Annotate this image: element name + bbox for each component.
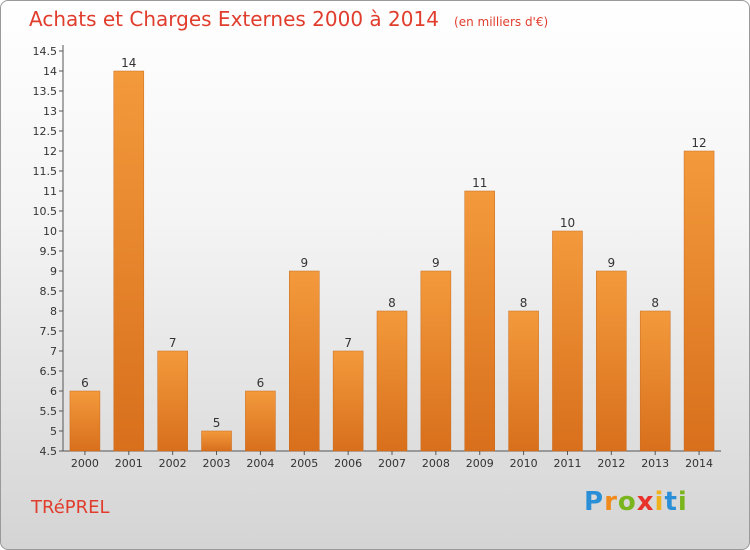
y-tick-label: 8.5 [40,285,58,298]
bar-2002 [157,350,188,452]
chart-title-row: Achats et Charges Externes 2000 à 2014 (… [29,7,548,31]
bar-2013 [639,310,671,452]
bar-2001 [113,70,145,452]
bar-2012 [596,270,627,452]
bar-2008 [420,270,452,452]
y-tick-label: 13.5 [33,85,58,98]
y-tick-label: 6.5 [40,365,58,378]
data-label-2008: 9 [432,256,440,270]
chart-subtitle: (en milliers d'€) [454,15,549,29]
proxiti-logo: Proxiti [584,487,688,517]
bar-2007 [376,310,408,452]
logo-letter: x [636,487,655,517]
y-tick-label: 7 [50,345,57,358]
y-tick-label: 10 [43,225,57,238]
data-label-2001: 14 [121,56,136,70]
x-tick-label-2012: 2012 [597,457,625,470]
logo-letter: o [617,487,637,517]
bar-2000 [69,390,101,452]
bar-2004 [245,390,276,452]
x-tick-label-2001: 2001 [115,457,143,470]
data-label-2005: 9 [300,256,308,270]
y-tick-label: 4.5 [40,445,58,458]
y-tick-label: 5.5 [40,405,58,418]
logo-letter: r [604,487,618,517]
x-tick-label-2006: 2006 [334,457,362,470]
y-tick-label: 14.5 [33,45,58,58]
y-tick-label: 12.5 [33,125,58,138]
logo-letter: P [584,487,605,517]
bar-2009 [464,190,495,452]
bar-2006 [332,350,364,452]
y-tick-label: 7.5 [40,325,58,338]
data-label-2012: 9 [608,256,616,270]
x-tick-label-2004: 2004 [246,457,274,470]
logo-letter: t [664,487,678,517]
x-tick-label-2005: 2005 [290,457,318,470]
y-tick-label: 10.5 [33,205,58,218]
y-tick-label: 12 [43,145,57,158]
data-label-2002: 7 [169,336,177,350]
bar-2003 [201,430,232,452]
data-label-2013: 8 [651,296,659,310]
logo-letter: i [677,487,688,517]
data-label-2011: 10 [560,216,575,230]
x-tick-label-2013: 2013 [641,457,669,470]
x-tick-label-2010: 2010 [510,457,538,470]
y-tick-label: 9.5 [40,245,58,258]
bar-2014 [683,150,715,452]
x-tick-label-2009: 2009 [466,457,494,470]
x-tick-label-2011: 2011 [553,457,581,470]
y-tick-label: 11.5 [33,165,58,178]
y-tick-label: 13 [43,105,57,118]
data-label-2007: 8 [388,296,396,310]
bar-2005 [289,270,320,452]
y-tick-label: 6 [50,385,57,398]
bar-2011 [552,230,583,452]
bar-2010 [508,310,539,452]
x-tick-label-2008: 2008 [422,457,450,470]
y-tick-label: 11 [43,185,57,198]
y-tick-label: 14 [43,65,57,78]
y-tick-label: 8 [50,305,57,318]
data-label-2006: 7 [344,336,352,350]
x-tick-label-2002: 2002 [159,457,187,470]
x-tick-label-2003: 2003 [203,457,231,470]
x-tick-label-2000: 2000 [71,457,99,470]
y-tick-label: 5 [50,425,57,438]
commune-name: TRéPREL [31,497,110,518]
chart-title: Achats et Charges Externes 2000 à 2014 [29,7,439,31]
logo-letter: i [654,487,665,517]
data-label-2009: 11 [472,176,487,190]
data-label-2003: 5 [213,416,221,430]
data-label-2014: 12 [691,136,706,150]
y-tick-label: 9 [50,265,57,278]
data-label-2004: 6 [257,376,265,390]
x-tick-label-2014: 2014 [685,457,713,470]
data-label-2010: 8 [520,296,528,310]
data-label-2000: 6 [81,376,89,390]
x-tick-label-2007: 2007 [378,457,406,470]
